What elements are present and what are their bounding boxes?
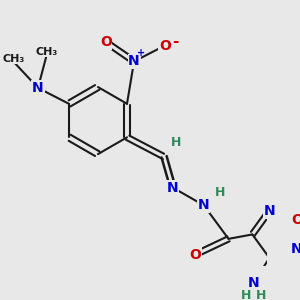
Text: CH₃: CH₃ <box>2 54 24 64</box>
Text: CH₃: CH₃ <box>36 47 58 57</box>
Text: O: O <box>189 248 201 262</box>
Text: N: N <box>128 54 140 68</box>
Text: -: - <box>172 34 179 49</box>
Text: H: H <box>171 136 182 149</box>
Text: O: O <box>100 35 112 49</box>
Text: O: O <box>291 213 300 227</box>
Text: N: N <box>291 242 300 256</box>
Text: H: H <box>214 186 225 200</box>
Text: O: O <box>159 38 171 52</box>
Text: N: N <box>264 204 275 218</box>
Text: N: N <box>32 81 44 95</box>
Text: N: N <box>167 181 179 195</box>
Text: N: N <box>248 276 259 290</box>
Text: +: + <box>137 48 145 58</box>
Text: H: H <box>255 290 266 300</box>
Text: N: N <box>198 198 210 212</box>
Text: H: H <box>241 290 252 300</box>
